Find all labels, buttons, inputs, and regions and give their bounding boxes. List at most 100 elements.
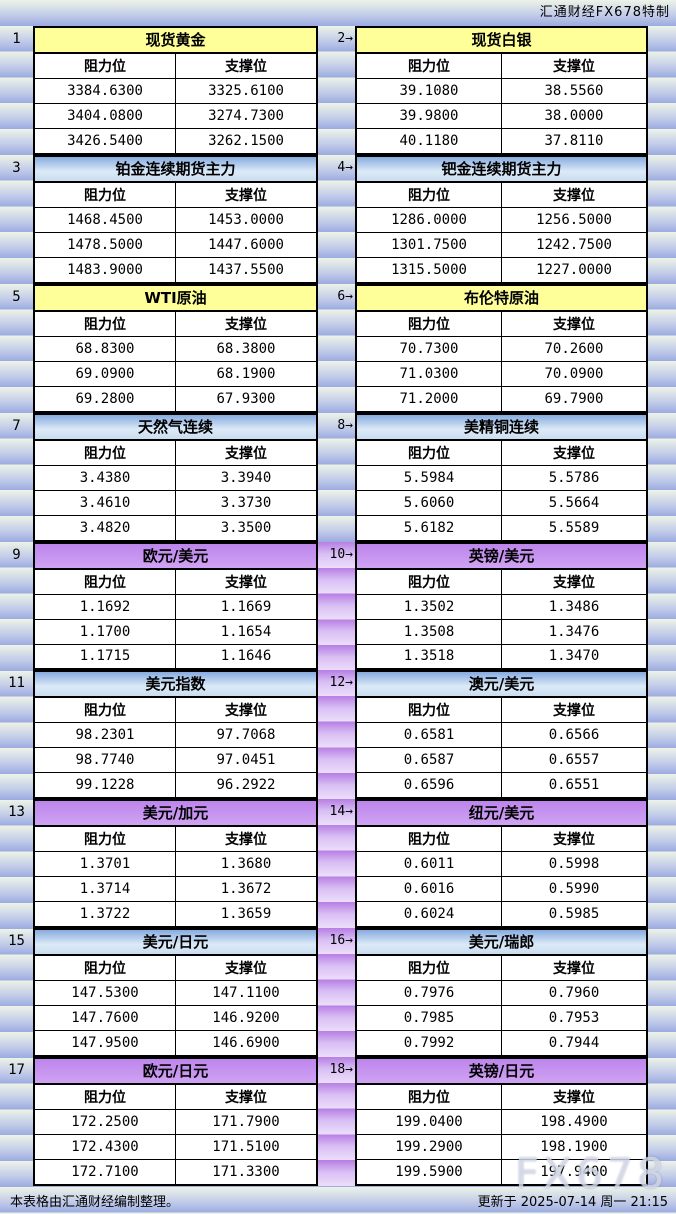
level-row: 39.9800 38.0000 [357,103,646,129]
resistance-value: 0.7985 [357,1006,501,1031]
support-value: 68.3800 [175,336,316,361]
column-header-row: 阻力位 支撑位 [35,54,316,79]
support-value: 1453.0000 [175,207,316,232]
blocks-grid: 1 现货黄金 阻力位 支撑位 3384.6300 3325.6100 3404.0800 32… [0,26,676,1187]
support-value: 1256.5000 [501,207,646,232]
level-row: 1.1700 1.1654 [35,619,316,645]
level-row: 71.0300 70.0900 [357,361,646,387]
divider-cell: 14→ [318,799,355,929]
resistance-value: 199.2900 [357,1135,501,1160]
level-row: 5.5984 5.5786 [357,465,646,491]
row-number-cell: 3 [0,155,33,284]
resistance-value: 1.1700 [35,619,175,644]
divider-cell: 12→ [318,670,355,800]
support-value: 1.3486 [501,594,646,619]
row-number-label: 1 [12,31,21,47]
resistance-value: 68.8300 [35,336,175,361]
background-stripe [648,1057,676,1186]
resistance-value: 1.1692 [35,594,175,619]
instrument-block: 美元/日元 阻力位 支撑位 147.5300 147.1100 147.7600 146.9… [33,928,318,1058]
column-header-row: 阻力位 支撑位 [35,182,316,208]
support-value: 68.1900 [175,361,316,386]
column-header-row: 阻力位 支撑位 [35,827,316,853]
support-value: 70.2600 [501,336,646,361]
instrument-block: WTI原油 阻力位 支撑位 68.8300 68.3800 69.0900 68.1900 6… [33,283,318,413]
level-row: 0.7976 0.7960 [357,981,646,1007]
background-stripe [648,413,676,542]
resistance-value: 39.9800 [357,103,501,128]
column-header-row: 阻力位 支撑位 [357,54,646,79]
level-row: 3426.5400 3262.1500 [35,128,316,153]
support-value: 5.5589 [501,515,646,540]
resistance-value: 39.1080 [357,79,501,103]
row-number-label: 5 [12,288,21,305]
resistance-value: 0.7976 [357,981,501,1006]
resistance-value: 99.1228 [35,773,175,798]
block-number-label: 12→ [329,675,353,691]
support-header: 支撑位 [501,956,646,981]
support-value: 3.3730 [175,490,316,515]
level-row: 199.5900 197.9400 [357,1160,646,1185]
instrument-block: 布伦特原油 阻力位 支撑位 70.7300 70.2600 71.0300 70.0900 7… [355,283,648,413]
column-header-row: 阻力位 支撑位 [357,182,646,208]
row-number-label: 3 [12,159,21,176]
resistance-header: 阻力位 [35,569,175,594]
block-number-label: 6→ [337,288,353,304]
level-row: 147.5300 147.1100 [35,981,316,1007]
support-value: 69.7900 [501,386,646,411]
support-header: 支撑位 [175,54,316,78]
block-pair-row: 1 现货黄金 阻力位 支撑位 3384.6300 3325.6100 3404.0800 32… [0,26,676,155]
level-row: 172.7100 171.3300 [35,1160,316,1185]
resistance-value: 1.3518 [357,644,501,669]
support-value: 38.0000 [501,103,646,128]
background-stripe [648,928,676,1057]
row-number-cell: 9 [0,542,33,671]
column-header-row: 阻力位 支撑位 [35,956,316,982]
level-row: 0.7992 0.7944 [357,1031,646,1056]
row-number-label: 15 [8,933,25,950]
row-number-label: 11 [8,675,25,692]
support-value: 0.7944 [501,1031,646,1056]
block-title: 美元/瑞郎 [357,930,646,957]
level-row: 1.3502 1.3486 [357,594,646,620]
resistance-value: 5.6060 [357,490,501,515]
level-row: 98.2301 97.7068 [35,723,316,749]
level-row: 98.7740 97.0451 [35,748,316,774]
resistance-value: 3.4380 [35,465,175,490]
level-row: 1468.4500 1453.0000 [35,207,316,233]
instrument-block: 纽元/美元 阻力位 支撑位 0.6011 0.5998 0.6016 0.5990 0.602… [355,799,648,929]
resistance-value: 1478.5000 [35,232,175,257]
divider-cell: 4→ [318,155,355,284]
resistance-value: 199.5900 [357,1160,501,1185]
support-value: 0.6551 [501,773,646,798]
support-value: 1.1646 [175,644,316,669]
resistance-value: 0.6596 [357,773,501,798]
column-header-row: 阻力位 支撑位 [357,956,646,982]
support-value: 1.3470 [501,644,646,669]
background-stripe [648,26,676,155]
block-title: 英镑/美元 [357,543,646,570]
level-row: 1301.7500 1242.7500 [357,232,646,258]
support-header: 支撑位 [175,440,316,465]
instrument-block: 美元指数 阻力位 支撑位 98.2301 97.7068 98.7740 97.0451 99… [33,670,318,800]
resistance-value: 69.0900 [35,361,175,386]
block-number-label: 8→ [337,417,353,433]
row-number-cell: 11 [0,670,33,799]
resistance-header: 阻力位 [35,311,175,336]
instrument-block: 美元/瑞郎 阻力位 支撑位 0.7976 0.7960 0.7985 0.7953 0.799… [355,928,648,1058]
block-title: 欧元/日元 [35,1059,316,1086]
block-title: WTI原油 [35,285,316,312]
support-value: 1437.5500 [175,257,316,282]
support-header: 支撑位 [501,54,646,78]
row-number-cell: 1 [0,26,33,155]
row-number-cell: 17 [0,1057,33,1186]
row-number-cell: 13 [0,799,33,928]
support-value: 198.1900 [501,1135,646,1160]
footer-bar: 本表格由汇通财经编制整理。 更新于 2025-07-14 周一 21:15 [0,1186,676,1214]
resistance-value: 0.6016 [357,877,501,902]
resistance-header: 阻力位 [35,698,175,723]
block-pair-row: 17 欧元/日元 阻力位 支撑位 172.2500 171.7900 172.4300 171… [0,1057,676,1187]
resistance-header: 阻力位 [357,569,501,594]
resistance-value: 71.2000 [357,386,501,411]
level-row: 1483.9000 1437.5500 [35,257,316,282]
